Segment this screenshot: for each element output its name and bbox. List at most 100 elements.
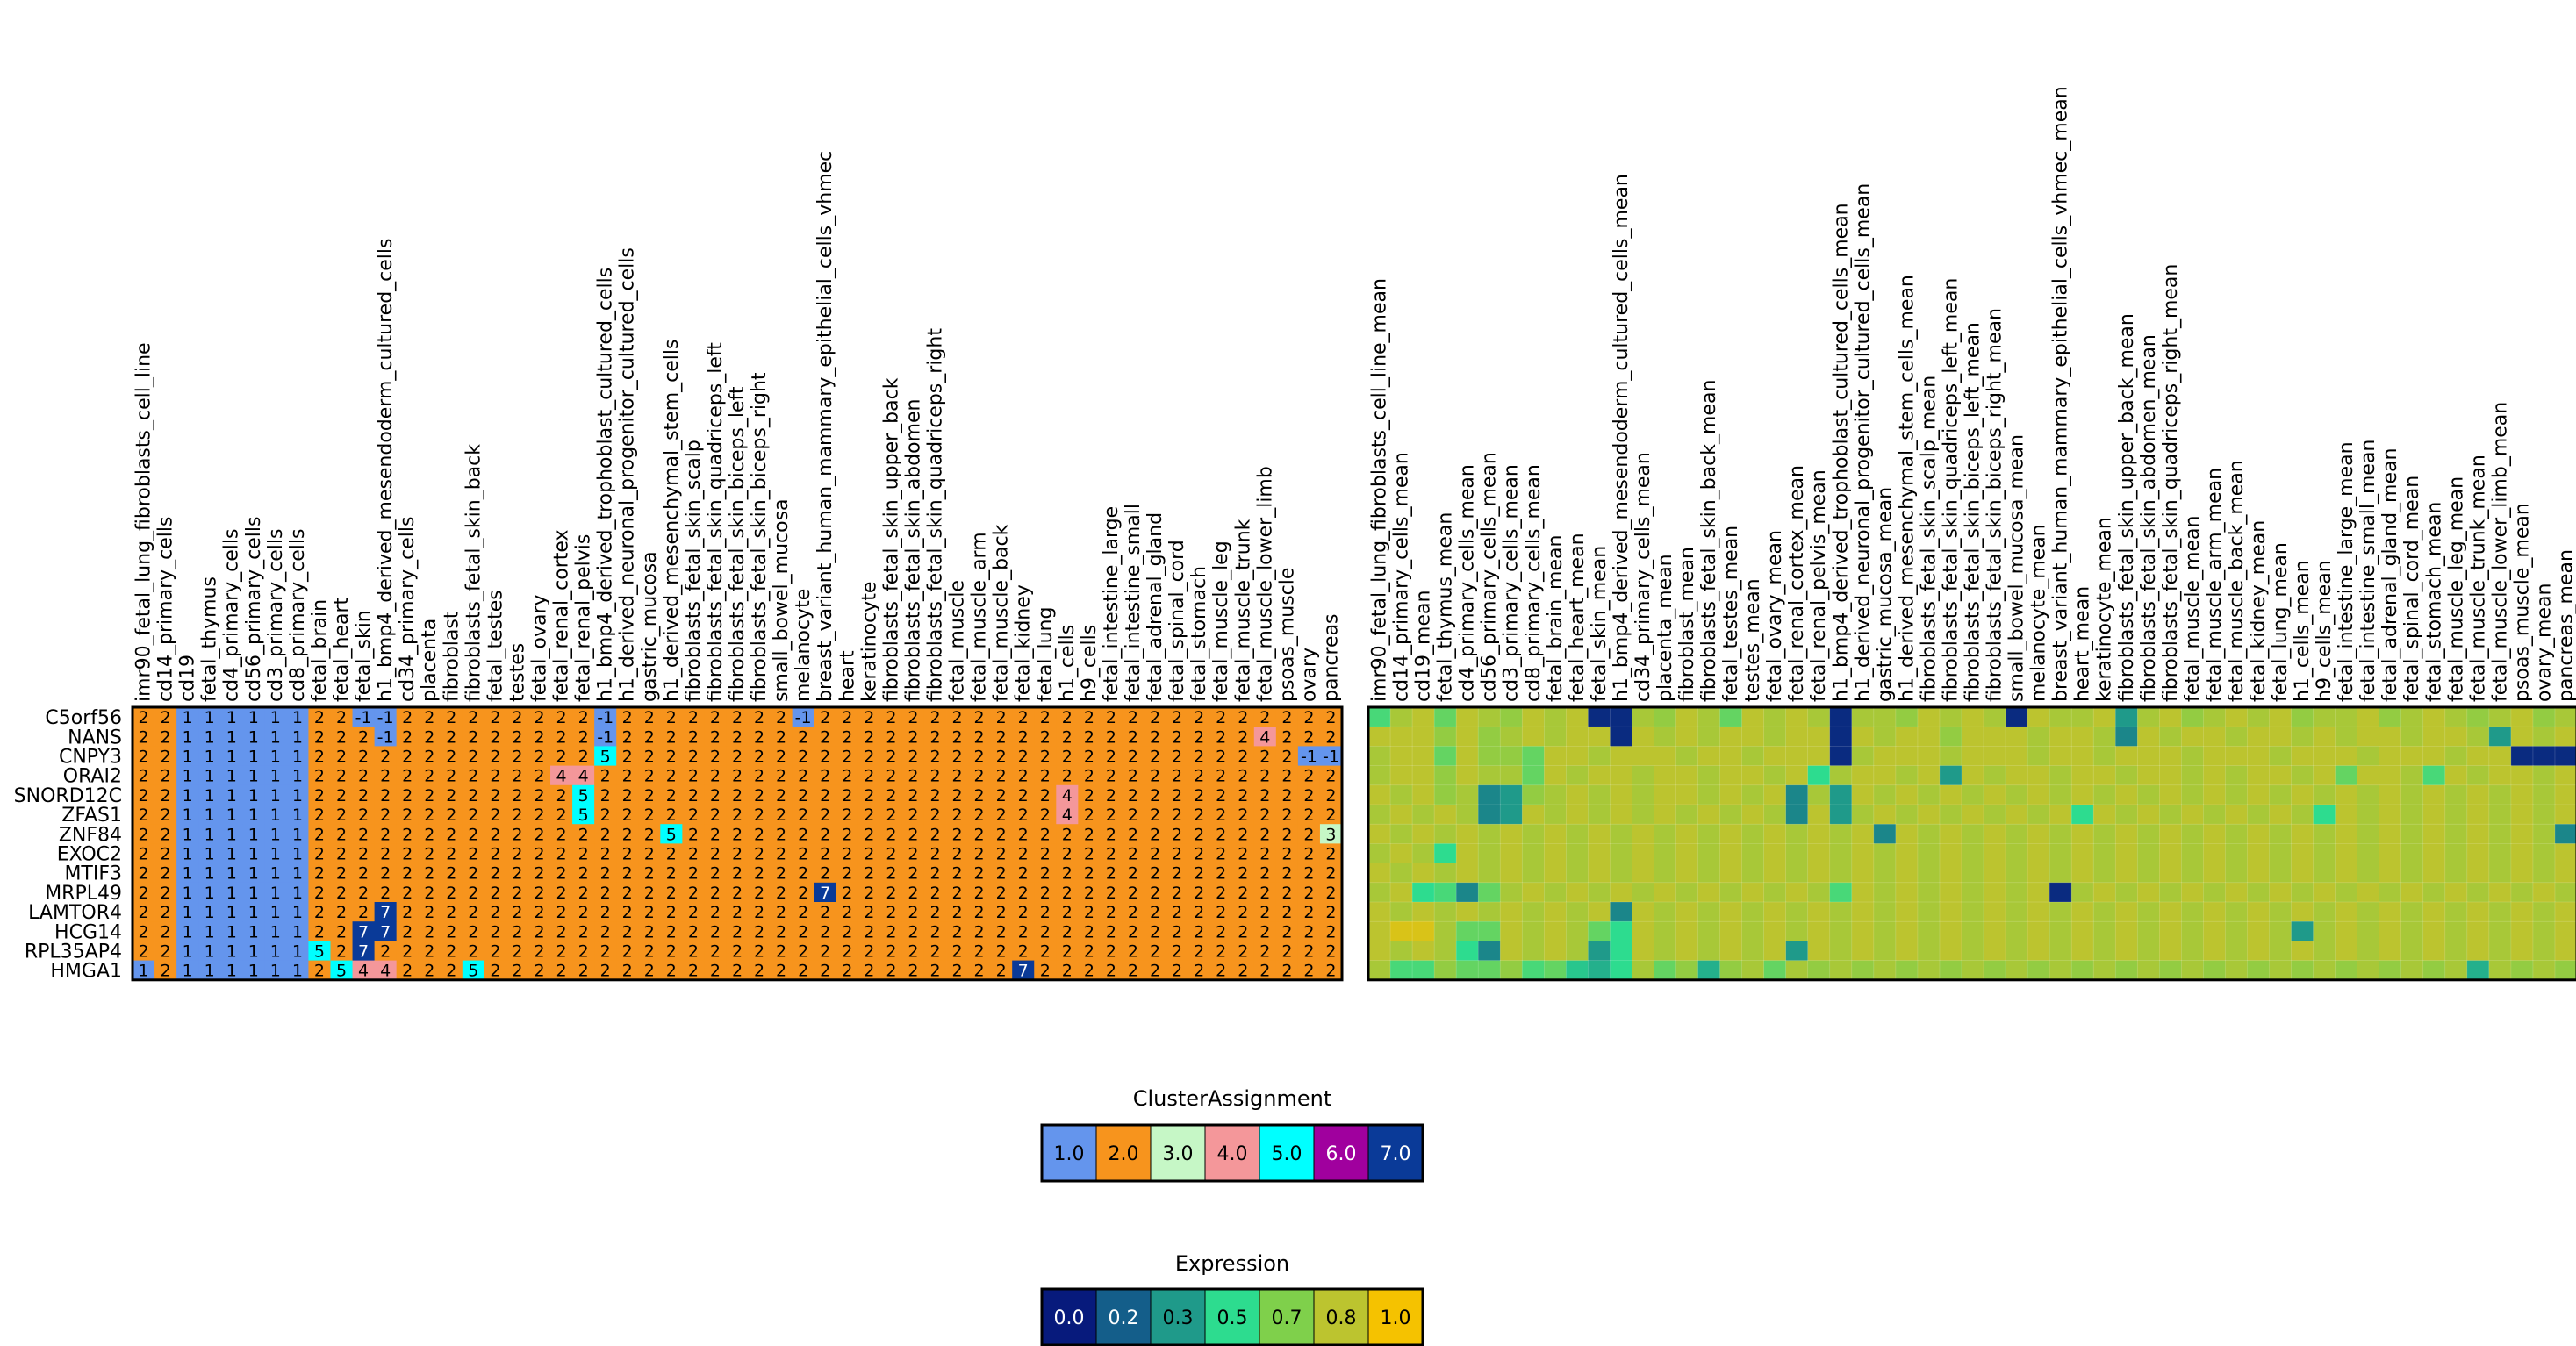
heatmap-cell <box>506 921 529 941</box>
heatmap-cell <box>2357 784 2380 805</box>
heatmap-cell <box>527 921 551 941</box>
heatmap-cell <box>2335 746 2358 767</box>
heatmap-cell <box>572 863 595 884</box>
cell-value-label: 2 <box>908 767 918 786</box>
heatmap-cell <box>704 765 727 786</box>
heatmap-cell <box>901 765 925 786</box>
cell-value-label: 2 <box>1325 942 1336 962</box>
heatmap-cell <box>1873 726 1897 748</box>
heatmap-cell <box>484 941 507 961</box>
heatmap-cell <box>220 941 243 961</box>
heatmap-cell <box>1012 784 1035 805</box>
heatmap-cell <box>1477 843 1501 864</box>
heatmap-cell <box>1632 765 1655 786</box>
heatmap-cell <box>1122 707 1144 727</box>
heatmap-cell <box>1983 823 2006 845</box>
heatmap-cell <box>2049 726 2072 748</box>
heatmap-cell <box>2488 960 2512 981</box>
column-label: fetal_thymus <box>199 576 221 702</box>
cell-value-label: 2 <box>1018 767 1029 786</box>
heatmap-cell <box>2203 843 2227 864</box>
cell-value-label: 1 <box>292 825 303 844</box>
cell-value-label: 2 <box>1303 903 1314 922</box>
heatmap-cell <box>440 941 463 961</box>
cell-value-label: 2 <box>996 845 1007 864</box>
cell-value-label: 2 <box>336 903 347 922</box>
heatmap-cell <box>638 921 661 941</box>
heatmap-cell <box>527 863 551 884</box>
heatmap-cell <box>638 882 661 903</box>
cell-value-label: 2 <box>710 922 721 941</box>
heatmap-cell <box>1675 804 1699 825</box>
heatmap-cell <box>396 746 420 766</box>
cell-value-label: 2 <box>1172 748 1182 767</box>
heatmap-cell <box>1499 726 1523 748</box>
heatmap-cell <box>2444 901 2468 922</box>
heatmap-cell <box>2335 863 2358 884</box>
column-label: cd56_primary_cells <box>243 517 265 702</box>
heatmap-cell <box>1632 746 1655 767</box>
cell-value-label: 2 <box>1194 942 1204 962</box>
column-label: h9_cells <box>1079 625 1101 702</box>
heatmap-cell <box>242 746 265 766</box>
column-label: fetal_skin_mean <box>1589 546 1611 702</box>
cell-value-label: 2 <box>1040 864 1051 884</box>
heatmap-cell <box>2005 765 2028 786</box>
heatmap-cell <box>901 902 925 922</box>
heatmap-cell <box>1566 843 1589 864</box>
cell-value-label: 2 <box>951 962 962 981</box>
cell-value-label: 2 <box>996 922 1007 941</box>
heatmap-cell <box>1499 901 1523 922</box>
heatmap-cell <box>616 765 639 786</box>
cell-value-label: 2 <box>842 786 852 805</box>
heatmap-cell <box>682 843 705 863</box>
heatmap-cell <box>879 902 903 922</box>
heatmap-cell <box>1741 765 1765 786</box>
heatmap-cell <box>660 805 683 825</box>
heatmap-cell <box>1610 765 1633 786</box>
heatmap-cell <box>550 902 573 922</box>
cell-value-label: 1 <box>248 786 259 805</box>
heatmap-cell <box>1034 882 1057 903</box>
heatmap-cell <box>572 707 595 727</box>
column-label: fibroblasts_fetal_skin_upper_back <box>880 377 902 702</box>
heatmap-cell <box>726 921 749 941</box>
heatmap-cell <box>1873 823 1897 845</box>
row-label: RPL35AP4 <box>25 941 122 963</box>
heatmap-cell <box>1056 824 1079 844</box>
heatmap-cell <box>198 921 221 941</box>
heatmap-cell <box>1939 843 1962 864</box>
heatmap-cell <box>2357 843 2380 864</box>
heatmap-cell <box>1297 746 1321 766</box>
heatmap-cell <box>638 863 661 884</box>
heatmap-cell <box>2225 901 2249 922</box>
cell-value-label: 2 <box>842 962 852 981</box>
heatmap-cell <box>1477 882 1501 903</box>
cell-value-label: 2 <box>402 786 413 805</box>
heatmap-cell <box>1588 784 1611 805</box>
column-label: fetal_muscle_back <box>991 524 1013 702</box>
heatmap-cell <box>2092 941 2116 962</box>
heatmap-cell <box>1100 941 1123 961</box>
heatmap-cell <box>1253 863 1277 884</box>
heatmap-cell <box>396 960 420 981</box>
heatmap-cell <box>220 960 243 981</box>
cell-value-label: 2 <box>666 903 677 922</box>
heatmap-cell <box>968 863 991 884</box>
heatmap-cell <box>1829 882 1853 903</box>
cell-value-label: 2 <box>1062 748 1073 767</box>
cell-value-label: 2 <box>688 825 699 844</box>
heatmap-cell <box>2269 706 2293 727</box>
cell-value-label: 2 <box>336 805 347 825</box>
heatmap-cell <box>572 805 595 825</box>
heatmap-cell <box>682 921 705 941</box>
heatmap-cell <box>2092 726 2116 748</box>
heatmap-cell <box>792 882 815 903</box>
heatmap-cell <box>1477 804 1501 825</box>
heatmap-cell <box>374 727 398 747</box>
cell-value-label: 1 <box>226 884 237 903</box>
cell-value-label: 2 <box>666 845 677 864</box>
cell-value-label: 2 <box>996 825 1007 844</box>
heatmap-cell <box>506 863 529 884</box>
heatmap-cell <box>1785 823 1809 845</box>
